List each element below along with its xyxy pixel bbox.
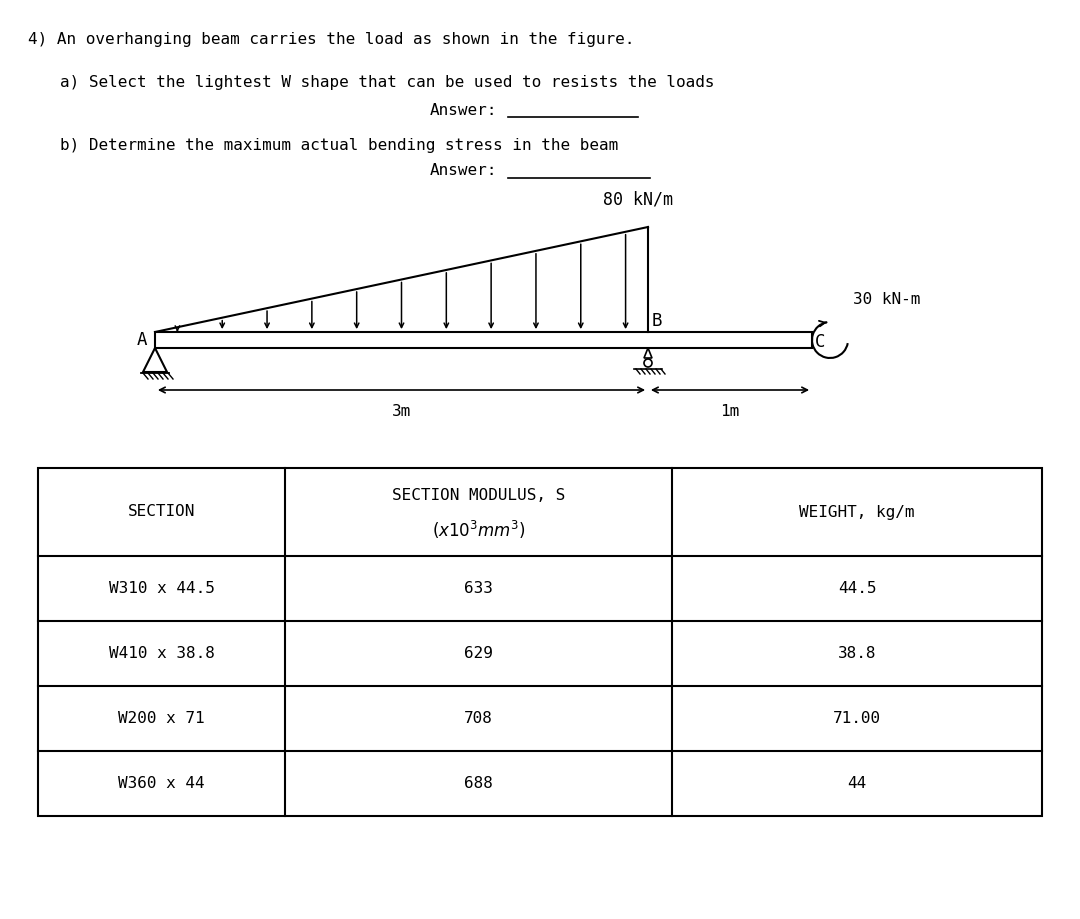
Polygon shape: [156, 332, 812, 348]
Text: 633: 633: [464, 581, 492, 596]
Polygon shape: [644, 348, 652, 358]
Text: W360 x 44: W360 x 44: [118, 776, 205, 791]
Text: 4) An overhanging beam carries the load as shown in the figure.: 4) An overhanging beam carries the load …: [28, 32, 634, 47]
Text: W200 x 71: W200 x 71: [118, 711, 205, 726]
Text: $(x10^3mm^3)$: $(x10^3mm^3)$: [432, 519, 525, 541]
Text: 71.00: 71.00: [833, 711, 881, 726]
Text: a) Select the lightest W shape that can be used to resists the loads: a) Select the lightest W shape that can …: [60, 75, 715, 90]
Text: SECTION MODULUS, S: SECTION MODULUS, S: [392, 489, 565, 504]
Polygon shape: [143, 348, 167, 372]
Text: W410 x 38.8: W410 x 38.8: [109, 646, 215, 661]
Text: Answer:: Answer:: [430, 103, 498, 118]
Text: A: A: [136, 331, 147, 349]
Text: C: C: [815, 333, 825, 351]
Text: 629: 629: [464, 646, 492, 661]
Text: WEIGHT, kg/m: WEIGHT, kg/m: [799, 505, 915, 519]
Text: 688: 688: [464, 776, 492, 791]
Text: 44.5: 44.5: [838, 581, 876, 596]
Text: B: B: [652, 312, 662, 330]
Text: 1m: 1m: [720, 404, 740, 419]
Text: 38.8: 38.8: [838, 646, 876, 661]
Text: SECTION: SECTION: [127, 505, 195, 519]
Text: 708: 708: [464, 711, 492, 726]
Circle shape: [644, 359, 652, 367]
Text: 44: 44: [848, 776, 866, 791]
Text: b) Determine the maximum actual bending stress in the beam: b) Determine the maximum actual bending …: [60, 138, 618, 153]
Text: 80 kN/m: 80 kN/m: [603, 191, 673, 209]
Text: 3m: 3m: [392, 404, 411, 419]
Text: 30 kN-m: 30 kN-m: [853, 292, 920, 307]
Text: W310 x 44.5: W310 x 44.5: [109, 581, 215, 596]
Text: Answer:: Answer:: [430, 163, 498, 178]
